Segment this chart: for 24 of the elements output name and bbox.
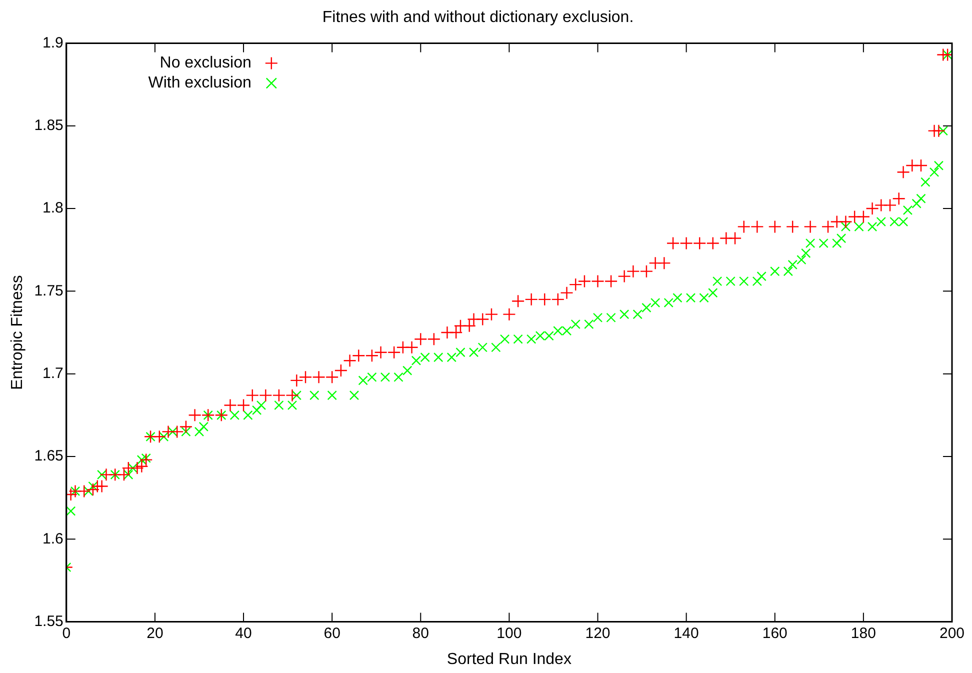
x-tick-label: 200 <box>939 624 965 642</box>
y-tick-label: 1.75 <box>34 282 64 300</box>
y-tick-label: 1.7 <box>42 364 64 382</box>
x-tick-label: 180 <box>850 624 876 642</box>
chart-title: Fitnes with and without dictionary exclusion. <box>322 9 634 26</box>
x-tick-label: 60 <box>324 624 340 642</box>
x-tick-label: 100 <box>496 624 522 642</box>
y-tick-label: 1.6 <box>42 530 64 548</box>
x-tick-label: 80 <box>412 624 429 642</box>
y-axis-title: Entropic Fitness <box>9 275 26 390</box>
y-tick-label: 1.55 <box>34 612 64 630</box>
x-axis-title: Sorted Run Index <box>446 650 572 668</box>
legend-label: No exclusion <box>160 54 252 72</box>
x-tick-label: 20 <box>146 624 164 642</box>
y-tick-label: 1.65 <box>34 448 64 465</box>
y-tick-label: 1.8 <box>42 200 64 217</box>
x-tick-label: 160 <box>762 624 788 642</box>
y-tick-label: 1.9 <box>42 34 64 52</box>
x-tick-label: 40 <box>235 624 252 642</box>
x-tick-label: 0 <box>62 624 71 642</box>
x-tick-label: 140 <box>674 624 699 642</box>
y-tick-label: 1.85 <box>34 117 64 134</box>
legend-label: With exclusion <box>148 74 252 92</box>
x-tick-label: 120 <box>585 624 610 642</box>
